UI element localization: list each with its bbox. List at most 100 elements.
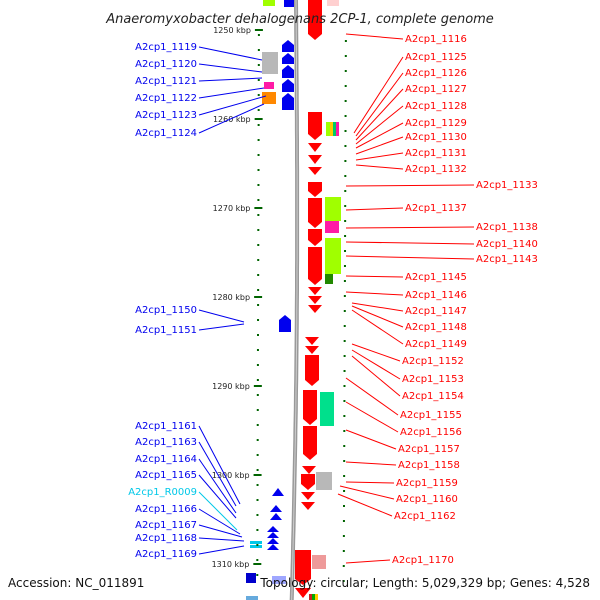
gene-label[interactable]: A2cp1_1149 <box>405 339 467 350</box>
gene-label[interactable]: A2cp1_1125 <box>405 52 467 63</box>
gene-label[interactable]: A2cp1_1116 <box>405 34 467 45</box>
plus-strand-gene[interactable] <box>308 229 322 246</box>
plus-strand-gene[interactable] <box>308 143 322 152</box>
plus-strand-gene[interactable] <box>308 296 322 304</box>
gene-label[interactable]: A2cp1_1159 <box>396 478 458 489</box>
plus-strand-gene[interactable] <box>305 346 319 354</box>
minus-strand-gene[interactable] <box>272 488 284 496</box>
plus-strand-gene[interactable] <box>295 550 311 585</box>
track-guide-dot <box>343 490 346 492</box>
gene-label[interactable]: A2cp1_1154 <box>402 391 464 402</box>
minus-strand-gene[interactable] <box>246 596 258 600</box>
minus-strand-gene[interactable] <box>246 573 256 583</box>
plus-strand-gene[interactable] <box>308 155 322 164</box>
minus-strand-gene[interactable] <box>282 65 294 78</box>
gene-label[interactable]: A2cp1_1160 <box>396 494 458 505</box>
track-guide-dot <box>343 415 346 417</box>
plus-strand-gene[interactable] <box>305 337 319 345</box>
gene-label[interactable]: A2cp1_1119 <box>135 42 197 53</box>
gene-label[interactable]: A2cp1_1131 <box>405 148 467 159</box>
gene-label[interactable]: A2cp1_1161 <box>135 421 197 432</box>
gene-label[interactable]: A2cp1_1128 <box>405 101 467 112</box>
track-guide-dot <box>342 550 345 552</box>
gene-label[interactable]: A2cp1_1143 <box>476 254 538 265</box>
gene-label[interactable]: A2cp1_1164 <box>135 454 197 465</box>
plus-strand-gene[interactable] <box>305 355 319 386</box>
plus-strand-gene[interactable] <box>308 305 322 313</box>
label-connector-lines <box>198 33 475 564</box>
track-guide-dot <box>344 235 347 237</box>
minus-strand-gene[interactable] <box>267 538 279 544</box>
minus-strand-gene[interactable] <box>270 505 282 512</box>
plus-strand-gene[interactable] <box>303 426 317 460</box>
gene-label[interactable]: A2cp1_1148 <box>405 322 467 333</box>
gene-label[interactable]: A2cp1_1163 <box>135 437 197 448</box>
gene-label[interactable]: A2cp1_1166 <box>135 504 197 515</box>
rna-feature[interactable] <box>250 541 262 544</box>
gene-label[interactable]: A2cp1_1127 <box>405 84 467 95</box>
minus-strand-gene[interactable] <box>282 40 294 52</box>
gene-label[interactable]: A2cp1_1169 <box>135 549 197 560</box>
map-title: Anaeromyxobacter dehalogenans 2CP-1, com… <box>105 12 494 27</box>
gene-label[interactable]: A2cp1_1158 <box>398 460 460 471</box>
plus-strand-gene[interactable] <box>308 182 322 197</box>
minus-strand-gene[interactable] <box>279 315 291 332</box>
gene-label[interactable]: A2cp1_1151 <box>135 325 197 336</box>
gene-label[interactable]: A2cp1_1155 <box>400 410 462 421</box>
minus-strand-gene[interactable] <box>270 513 282 520</box>
gene-label[interactable]: A2cp1_1168 <box>135 533 197 544</box>
minus-strand-gene[interactable] <box>282 53 294 64</box>
minus-strand-gene[interactable] <box>267 544 279 550</box>
track-guide-dot <box>257 139 260 141</box>
gene-label[interactable]: A2cp1_1126 <box>405 68 467 79</box>
gene-label[interactable]: A2cp1_1167 <box>135 520 197 531</box>
gene-label[interactable]: A2cp1_1145 <box>405 272 467 283</box>
gene-label[interactable]: A2cp1_1137 <box>405 203 467 214</box>
minus-strand-gene[interactable] <box>284 0 294 7</box>
minus-strand-gene[interactable] <box>267 532 279 538</box>
gene-label[interactable]: A2cp1_1150 <box>135 305 197 316</box>
gene-label[interactable]: A2cp1_1165 <box>135 470 197 481</box>
plus-strand-gene[interactable] <box>308 247 322 285</box>
gene-label[interactable]: A2cp1_1123 <box>135 110 197 121</box>
plus-strand-gene[interactable] <box>302 466 316 474</box>
plus-strand-gene[interactable] <box>301 492 315 500</box>
gene-label[interactable]: A2cp1_1129 <box>405 118 467 129</box>
domain-box <box>316 472 332 490</box>
plus-strand-gene[interactable] <box>301 474 315 490</box>
plus-strand-gene[interactable] <box>308 198 322 228</box>
track-guide-dot <box>256 514 259 516</box>
gene-label[interactable]: A2cp1_1122 <box>135 93 197 104</box>
gene-label[interactable]: A2cp1_1153 <box>402 374 464 385</box>
minus-strand-gene[interactable] <box>282 93 294 110</box>
gene-label[interactable]: A2cp1_1146 <box>405 290 467 301</box>
gene-label[interactable]: A2cp1_1152 <box>402 356 464 367</box>
plus-strand-gene[interactable] <box>308 287 322 295</box>
plus-strand-gene[interactable] <box>308 167 322 175</box>
plus-strand-gene[interactable] <box>308 112 322 140</box>
gene-label[interactable]: A2cp1_1121 <box>135 76 197 87</box>
gene-label[interactable]: A2cp1_1133 <box>476 180 538 191</box>
gene-label[interactable]: A2cp1_R0009 <box>128 487 197 498</box>
gene-label[interactable]: A2cp1_1124 <box>135 128 197 139</box>
plus-strand-gene[interactable] <box>303 390 317 425</box>
gene-label[interactable]: A2cp1_1130 <box>405 132 467 143</box>
minus-strand-gene[interactable] <box>267 526 279 532</box>
minus-strand-gene[interactable] <box>282 79 294 92</box>
gene-label[interactable]: A2cp1_1120 <box>135 59 197 70</box>
gene-label[interactable]: A2cp1_1132 <box>405 164 467 175</box>
gene-label[interactable]: A2cp1_1157 <box>398 444 460 455</box>
plus-strand-gene[interactable] <box>301 502 315 510</box>
plus-strand-gene[interactable] <box>308 0 322 40</box>
track-guide-dot <box>343 340 346 342</box>
rna-feature[interactable] <box>250 545 262 548</box>
plus-strand-gene[interactable] <box>295 588 311 598</box>
gene-label[interactable]: A2cp1_1156 <box>400 427 462 438</box>
gene-label[interactable]: A2cp1_1147 <box>405 306 467 317</box>
gene-label[interactable]: A2cp1_1140 <box>476 239 538 250</box>
gene-label[interactable]: A2cp1_1170 <box>392 555 454 566</box>
gene-label[interactable]: A2cp1_1138 <box>476 222 538 233</box>
gene-label[interactable]: A2cp1_1162 <box>394 511 456 522</box>
minus-strand-gene[interactable] <box>272 576 286 584</box>
